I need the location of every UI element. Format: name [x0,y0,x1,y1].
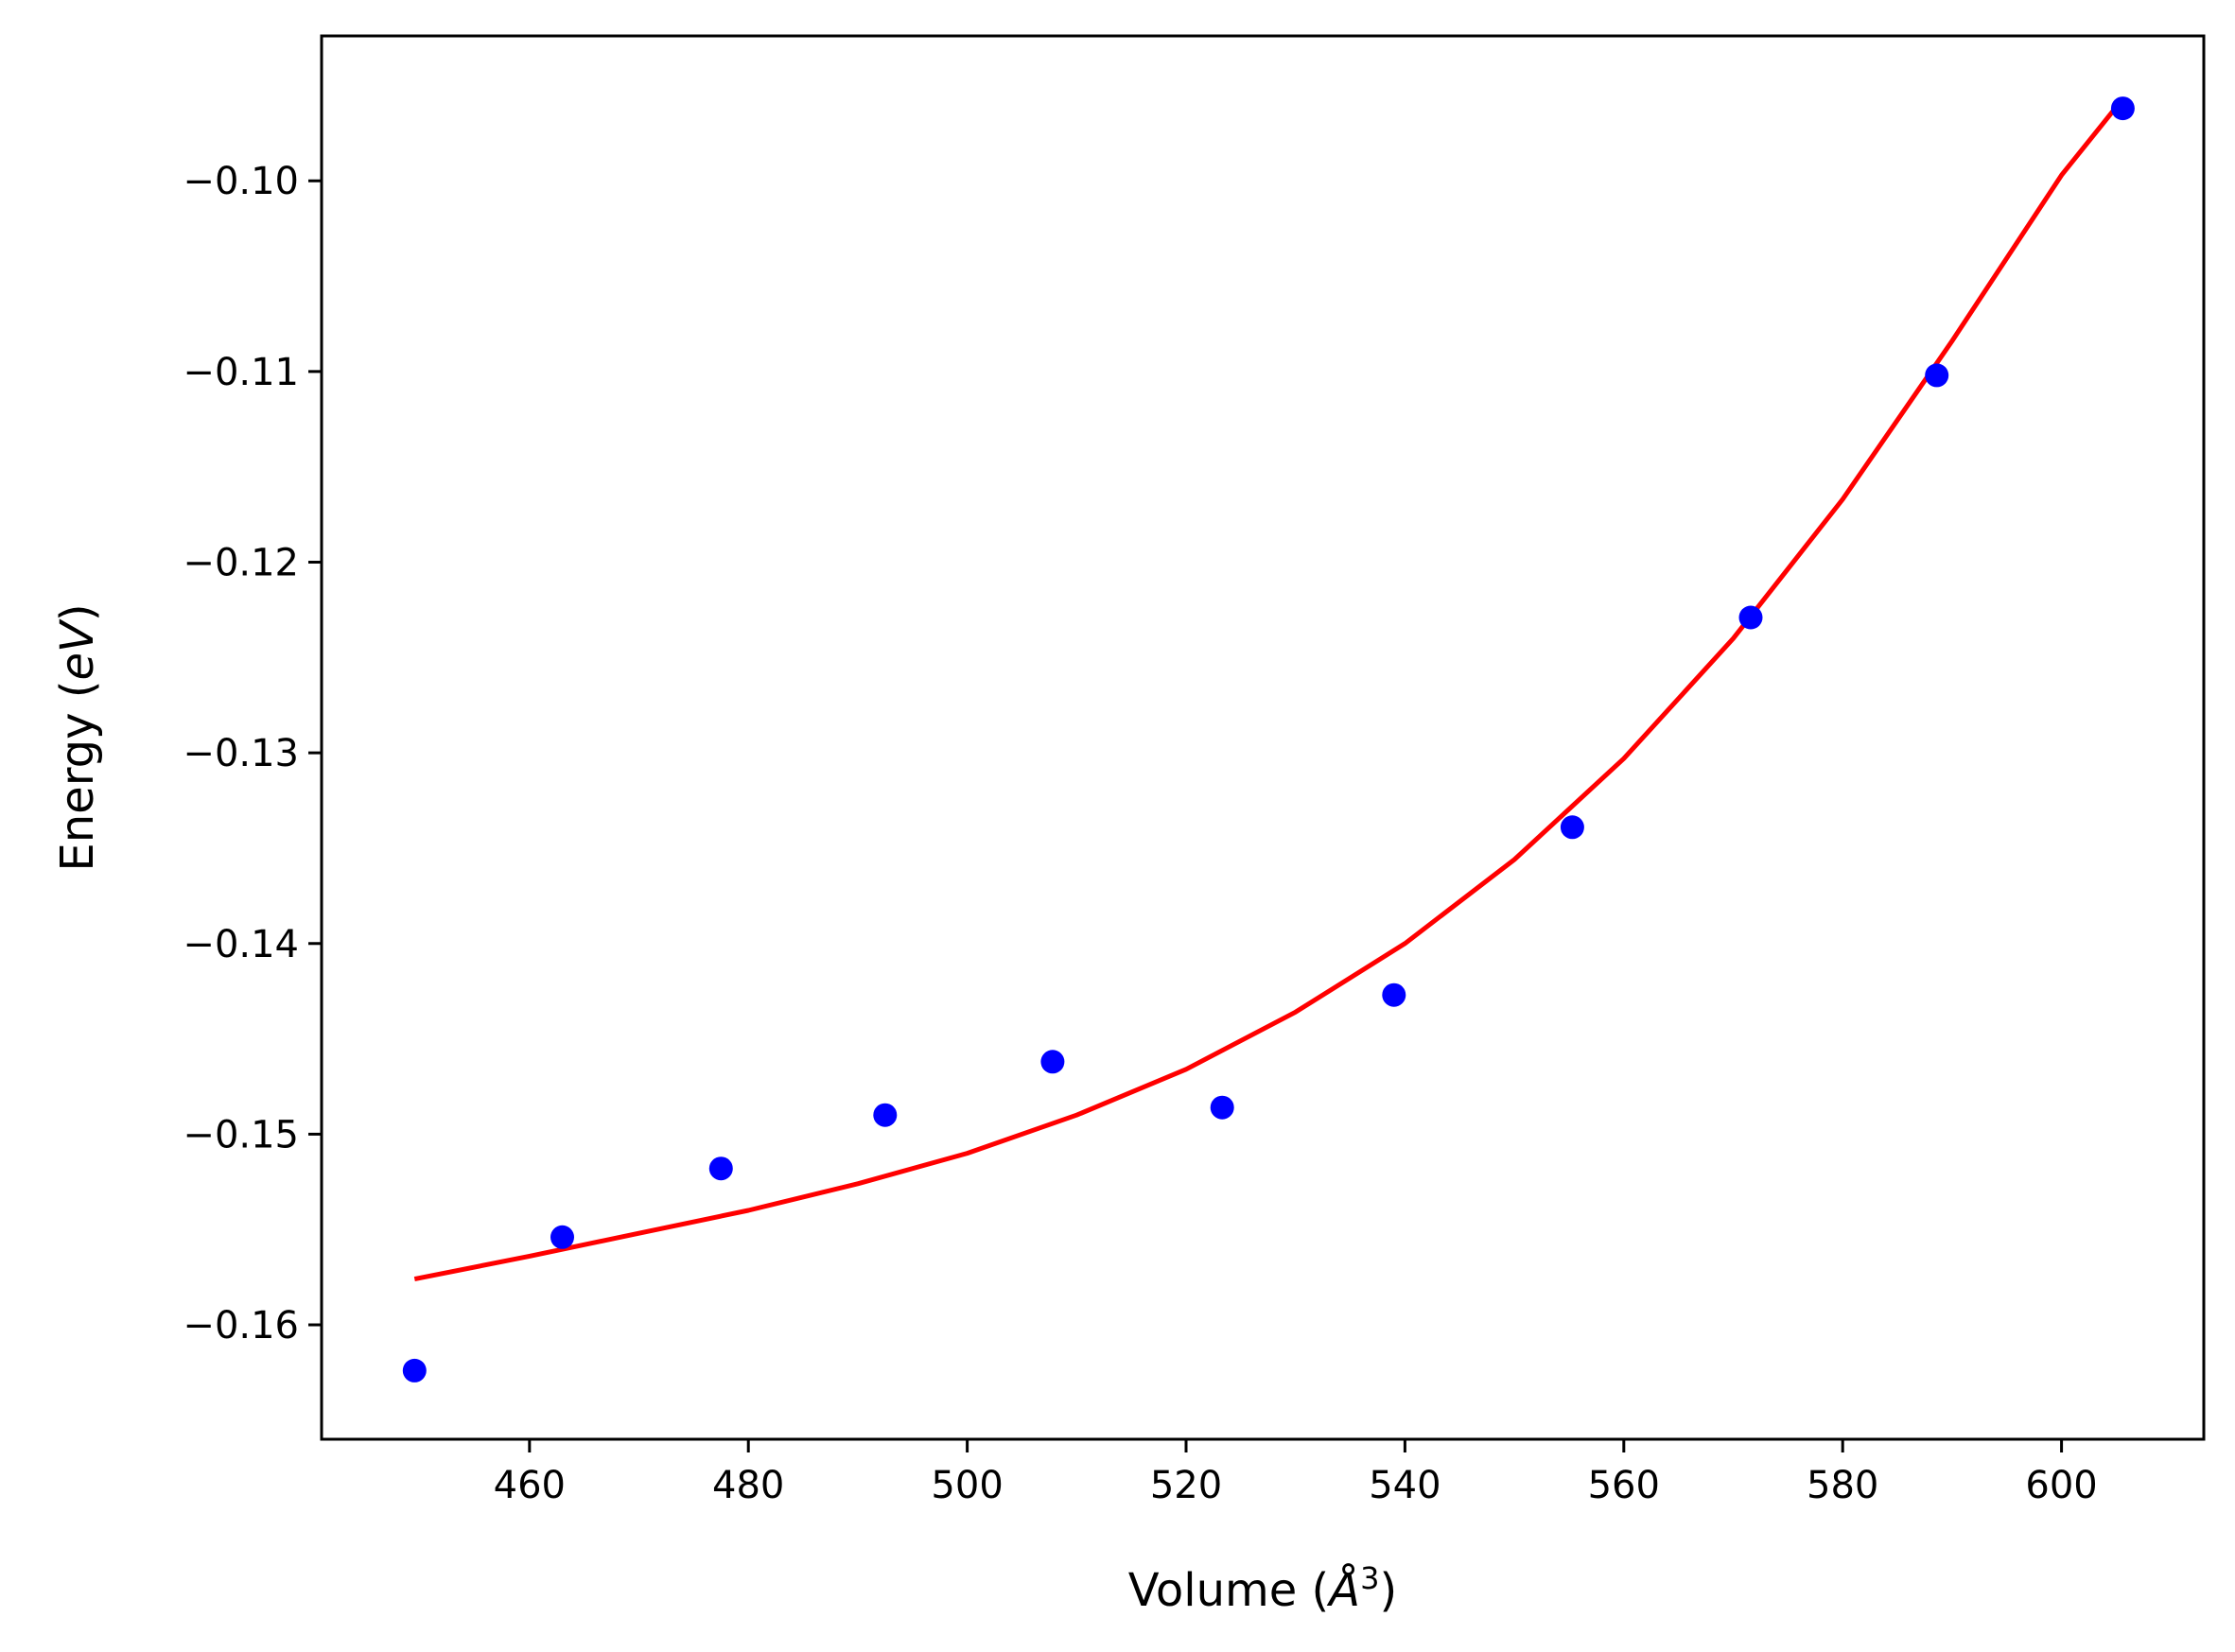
y-axis-ticks: −0.16 −0.15 −0.14 −0.13 −0.12 −0.11 −0.10 [183,160,322,1348]
y-tick-label: −0.15 [183,1113,299,1156]
x-tick-label: 480 [712,1464,784,1507]
data-point [1560,815,1584,840]
x-axis-label-suffix: ) [1379,1564,1397,1617]
data-point [1210,1095,1234,1120]
y-tick-label: −0.10 [183,160,299,203]
y-tick-label: −0.13 [183,732,299,775]
x-axis-ticks: 460 480 500 520 540 560 580 600 [494,1439,2098,1507]
x-tick-label: 460 [494,1464,566,1507]
y-axis-label: Energy (eV) [51,603,104,871]
data-point [873,1103,898,1127]
y-axis-label-suffix: ) [51,603,104,621]
data-point [1738,605,1763,630]
y-tick-label: −0.16 [183,1304,299,1348]
x-tick-label: 560 [1588,1464,1660,1507]
data-point [550,1225,574,1249]
y-tick-label: −0.12 [183,542,299,585]
data-point [2110,96,2135,121]
x-tick-label: 520 [1150,1464,1222,1507]
fit-curve [413,96,2125,1282]
data-points-layer [402,96,2135,1382]
x-axis-label-symbol: Å [1326,1563,1360,1617]
x-tick-label: 540 [1369,1464,1441,1507]
data-point [708,1156,733,1181]
y-axis-label-prefix: Energy ( [51,681,104,872]
y-axis-label-italic: eV [51,618,104,681]
x-axis-label: Volume (Å3) [1128,1560,1397,1617]
data-point [1040,1050,1065,1074]
x-axis-label-superscript: 3 [1360,1560,1379,1596]
x-tick-label: 500 [931,1464,1003,1507]
plot-frame [320,34,2206,1441]
y-tick-label: −0.14 [183,923,299,966]
data-point [402,1358,427,1382]
data-point [1925,363,1949,388]
fit-curve-layer [413,96,2125,1282]
data-point [1382,983,1406,1007]
x-axis-label-prefix: Volume ( [1128,1564,1330,1617]
x-tick-label: 600 [2025,1464,2097,1507]
x-tick-label: 580 [1807,1464,1878,1507]
y-tick-label: −0.11 [183,351,299,394]
